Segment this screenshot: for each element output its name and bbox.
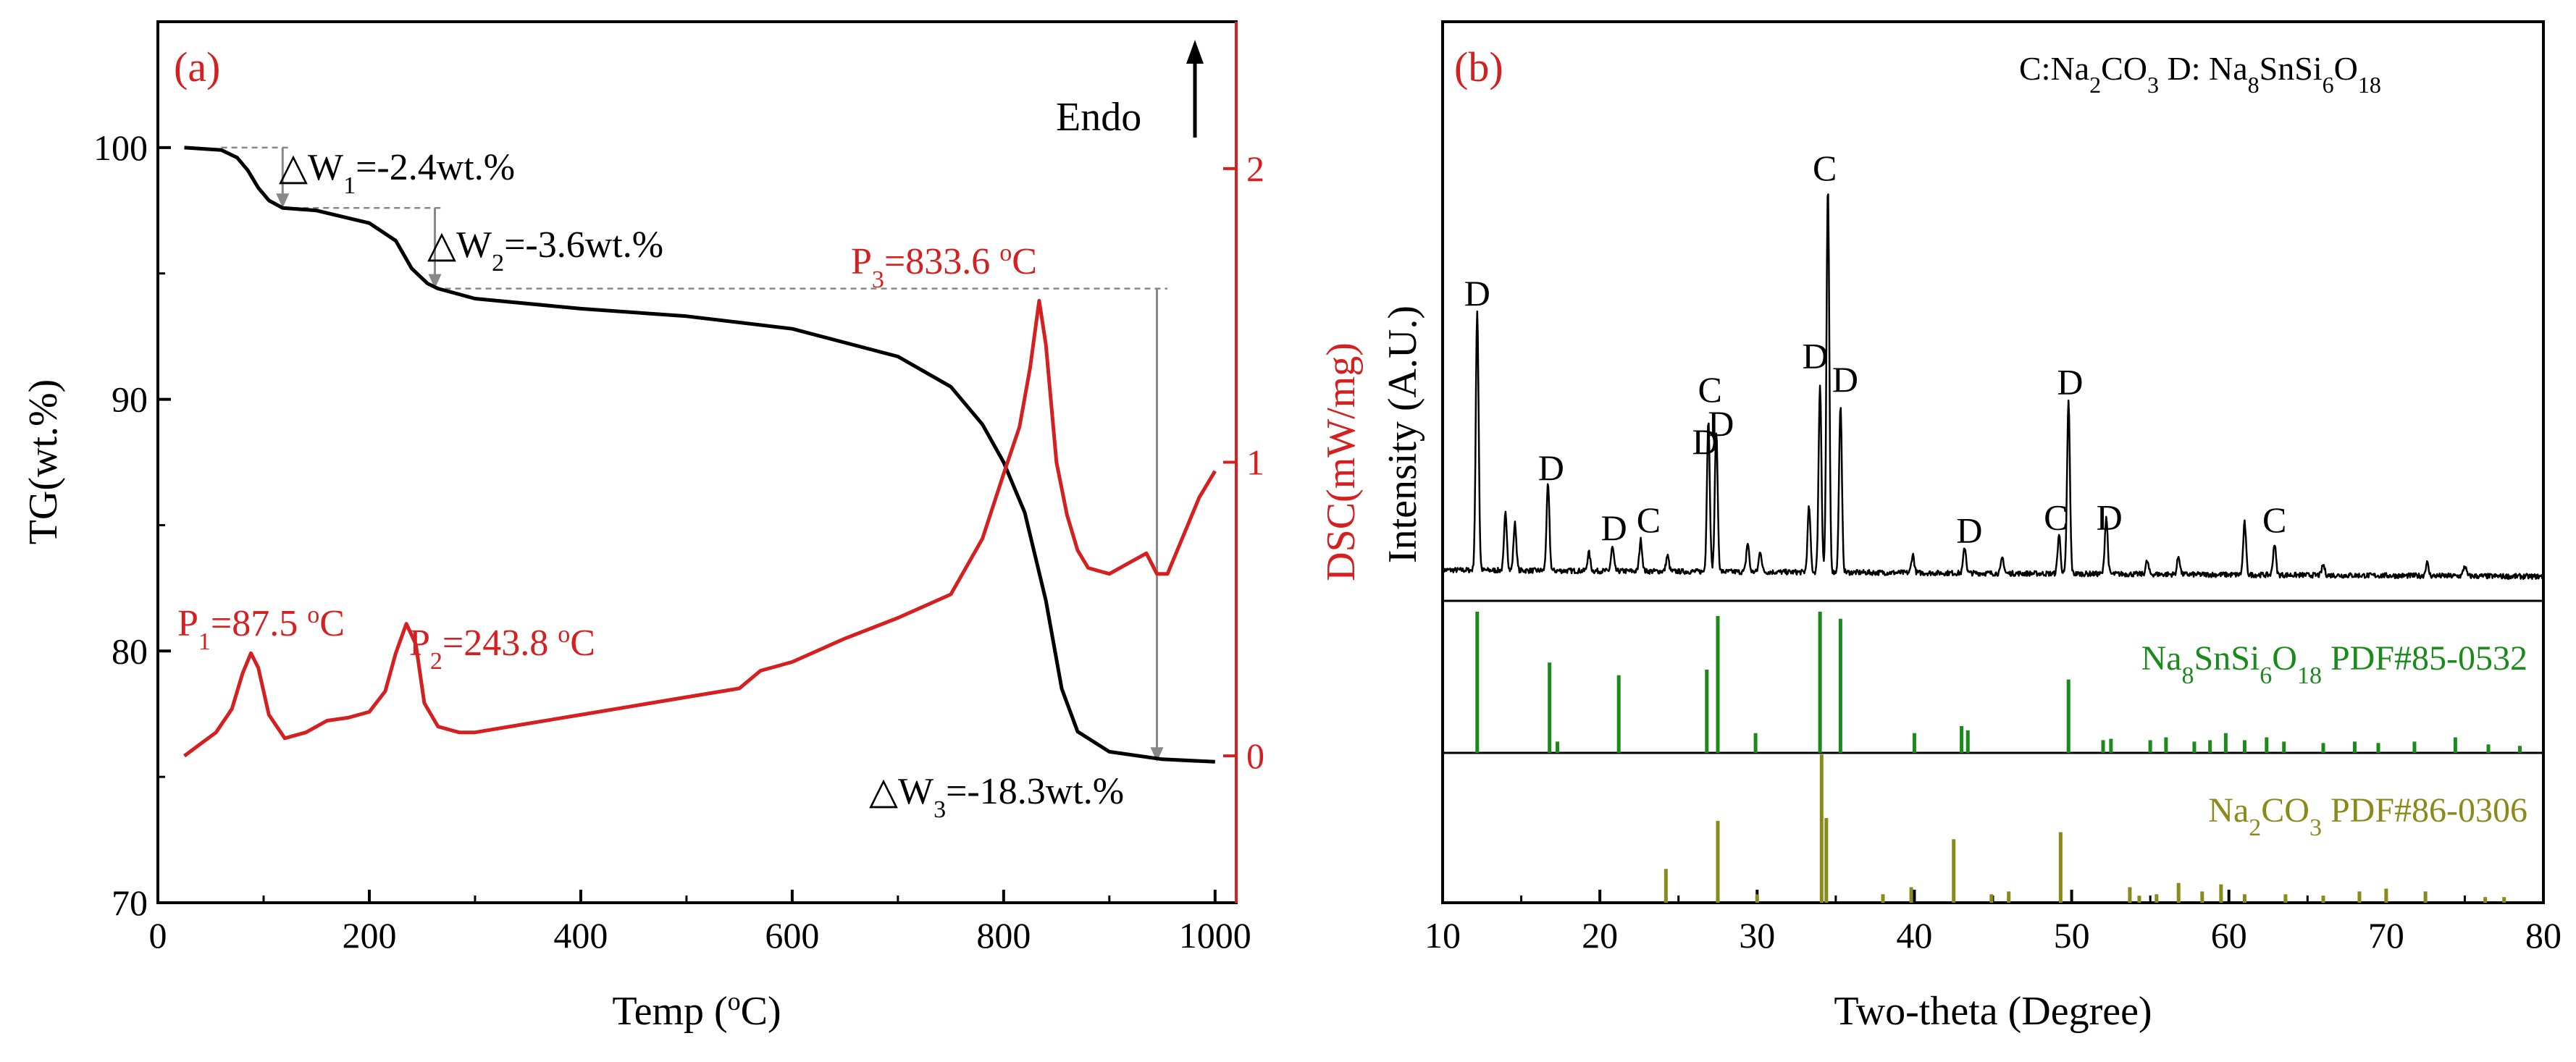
- panel-a-y-ticks: 70 80 90 100: [93, 127, 171, 923]
- peak-label: D: [1538, 447, 1564, 488]
- annotation-w2: △W2=-3.6wt.%: [427, 224, 663, 277]
- dsc-curve: [183, 298, 1217, 758]
- panel-b-x-tick-label: 70: [2368, 915, 2404, 956]
- panel-a-x-tick-label: 0: [149, 915, 167, 956]
- reference-label-na8snsi6o18: Na8SnSi6O18 PDF#85-0532: [2141, 639, 2527, 689]
- peak-label: C: [2044, 497, 2068, 538]
- peak-label: D: [1464, 273, 1490, 313]
- reference-label-na2co3: Na2CO3 PDF#86-0306: [2208, 791, 2527, 841]
- panel-b-x-axis-title: Two-theta (Degree): [1834, 989, 2152, 1034]
- panel-b-x-tick-label: 60: [2211, 915, 2247, 956]
- annotation-p2: P2=243.8 oC: [409, 621, 595, 675]
- panel-b-x-tick-label: 30: [1739, 915, 1775, 956]
- guide-arrow-head: [276, 193, 290, 208]
- panel-a-x-tick-label: 200: [342, 915, 396, 956]
- panel-a-y2-tick-label: 1: [1246, 442, 1264, 483]
- panel-a-y2-ticks: 0 1 2: [1223, 148, 1264, 776]
- xrd-pattern-curve: [1441, 193, 2544, 581]
- annotation-w3: △W3=-18.3wt.%: [869, 771, 1124, 823]
- panel-a-y-tick-label: 90: [112, 379, 148, 420]
- phase-legend: C:Na2CO3 D: Na8SnSi6O18: [2019, 50, 2381, 98]
- guide-arrow-head: [1150, 747, 1164, 762]
- panel-a-y2-tick-label: 2: [1246, 148, 1264, 189]
- panel-a-y2-tick-label: 0: [1246, 736, 1264, 776]
- peak-label: C: [2262, 500, 2286, 540]
- annotation-w1: △W1=-2.4wt.%: [279, 147, 515, 199]
- panel-a-y-axis-title: TG(wt.%): [21, 379, 66, 545]
- peak-label: D: [1956, 510, 1982, 551]
- endo-label: Endo: [1056, 95, 1141, 140]
- panel-b-x-tick-label: 10: [1425, 915, 1461, 956]
- panel-a-y2-axis-title: DSC(mW/mg): [1319, 342, 1364, 581]
- peak-label: C: [1813, 148, 1837, 188]
- endo-arrow-head: [1186, 40, 1204, 64]
- panel-a-y-tick-label: 80: [112, 631, 148, 671]
- panel-a-x-tick-label: 800: [976, 915, 1031, 956]
- peak-label: D: [1601, 507, 1627, 548]
- annotation-p1: P1=87.5 oC: [177, 602, 345, 655]
- panel-b-x-ticks: 10 20 30 40 50 60 70 80: [1425, 890, 2562, 956]
- peak-label: C: [1698, 369, 1721, 410]
- panel-a-label: (a): [174, 43, 220, 90]
- peak-label: D: [1708, 403, 1734, 444]
- panel-a-annotations: P1=87.5 oC P2=243.8 oC P3=833.6 oC △W1=-2.4…: [177, 147, 1124, 823]
- panel-a-x-axis-title: Temp (oC): [612, 987, 781, 1034]
- panel-b-label: (b): [1454, 43, 1503, 90]
- tg-curve: [184, 146, 1215, 764]
- panel-a-tga-dsc-chart: (a) 0 200 400 600 800 1000 70 80 90 100 0 1 2 TG(w…: [21, 20, 1364, 1034]
- panel-b-x-tick-label: 20: [1582, 915, 1618, 956]
- peak-label: D: [2057, 361, 2083, 402]
- panel-b-plot-frame: [1441, 20, 2545, 904]
- panel-a-x-tick-label: 600: [765, 915, 819, 956]
- panel-a-y-tick-label: 100: [93, 127, 148, 168]
- peak-label: D: [1832, 359, 1858, 400]
- panel-a-y-tick-label: 70: [112, 882, 148, 923]
- peak-label: D: [1803, 335, 1829, 376]
- panel-a-x-ticks: 0 200 400 600 800 1000: [149, 890, 1251, 956]
- peak-label: D: [2097, 497, 2123, 538]
- annotation-p3: P3=833.6 oC: [851, 240, 1037, 293]
- peak-label: D: [1692, 421, 1719, 462]
- panel-b-x-tick-label: 80: [2525, 915, 2562, 956]
- guide-arrow-head: [428, 274, 442, 289]
- panel-a-guide-lines: [221, 146, 1168, 762]
- panel-a-x-tick-label: 400: [553, 915, 608, 956]
- reference-pattern-na2co3: [1664, 754, 2506, 903]
- panel-b-xrd-chart: (b) C:Na2CO3 D: Na8SnSi6O18 10 20 30 40 50 60…: [1380, 20, 2562, 1034]
- panel-b-y-axis-title: Intensity (A.U.): [1380, 305, 1425, 563]
- panel-a-x-tick-label: 1000: [1179, 915, 1251, 956]
- panel-b-x-tick-label: 40: [1896, 915, 1932, 956]
- panel-b-x-tick-label: 50: [2054, 915, 2090, 956]
- reference-pattern-na8snsi6o18: [1475, 612, 2522, 753]
- peak-label: C: [1637, 500, 1661, 540]
